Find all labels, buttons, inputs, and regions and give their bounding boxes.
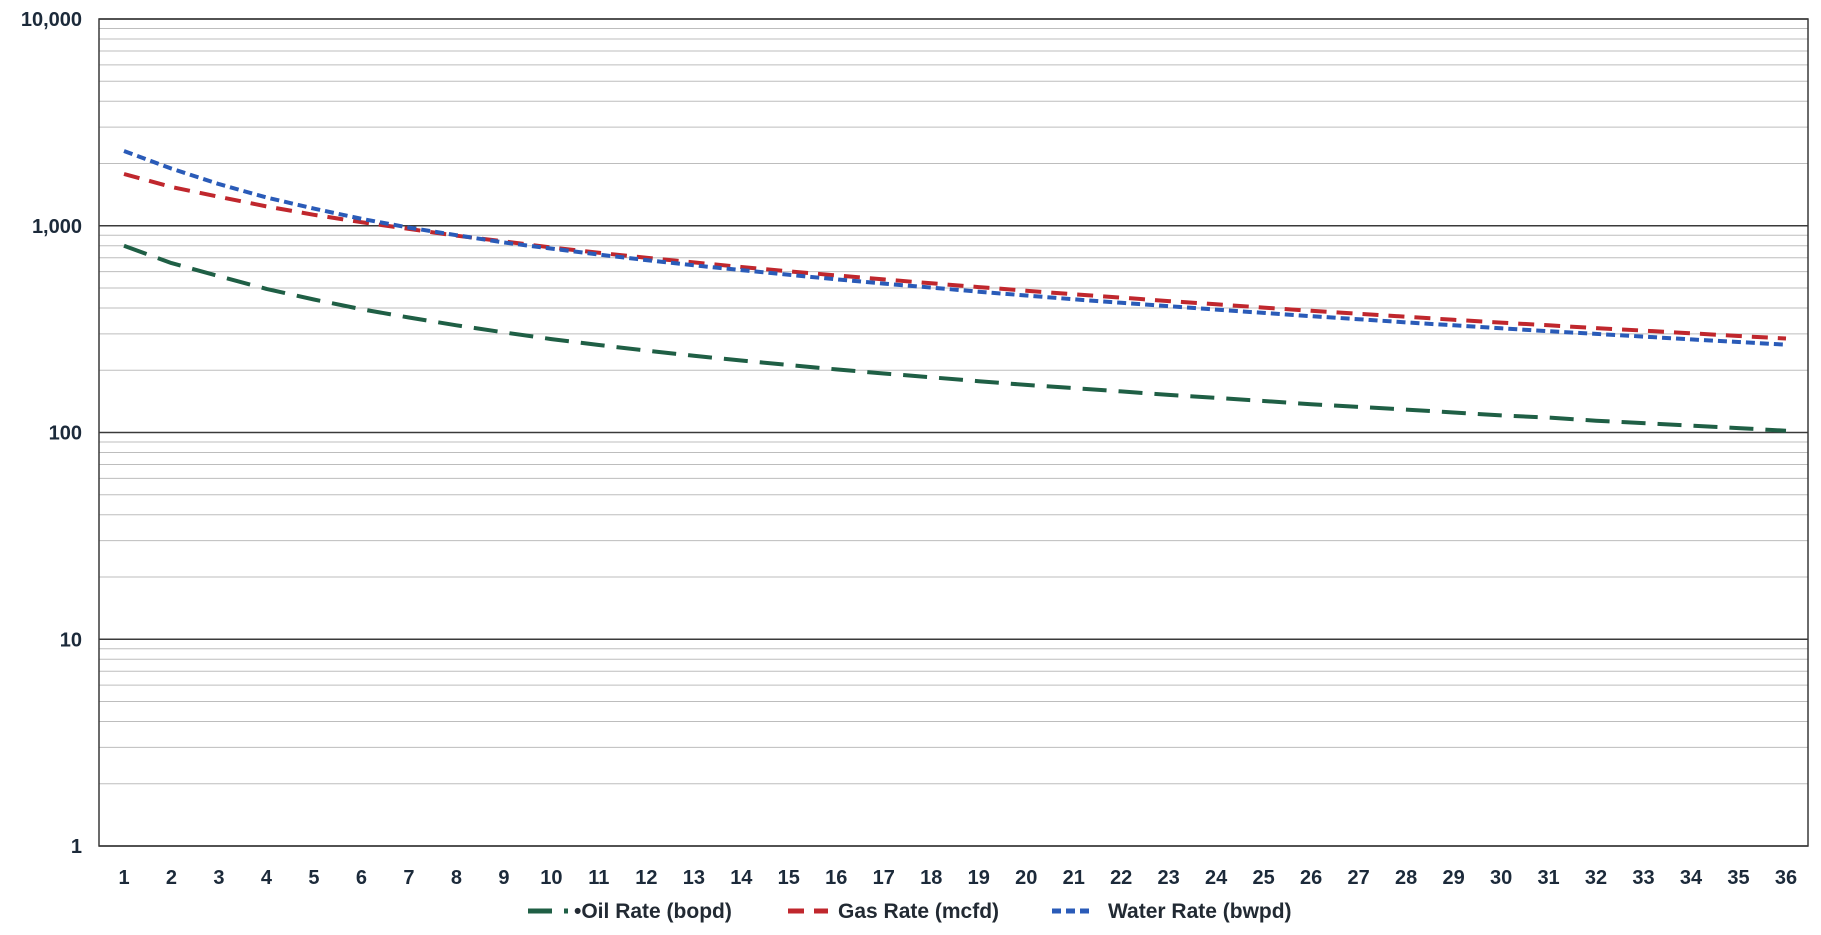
x-tick-label: 23 xyxy=(1158,867,1180,889)
x-tick-label: 13 xyxy=(683,867,705,889)
x-tick-label: 2 xyxy=(166,867,177,889)
x-tick-label: 26 xyxy=(1300,867,1322,889)
x-tick-label: 1 xyxy=(118,867,129,889)
x-tick-label: 10 xyxy=(540,867,562,889)
x-tick-label: 35 xyxy=(1727,867,1749,889)
y-axis-tick-labels: 1 10 100 1,000 10,000 xyxy=(21,9,82,858)
x-tick-label: 28 xyxy=(1395,867,1417,889)
legend-label: Gas Rate (mcfd) xyxy=(838,900,999,923)
x-tick-label: 3 xyxy=(213,867,224,889)
x-tick-label: 18 xyxy=(920,867,942,889)
x-tick-label: 33 xyxy=(1632,867,1654,889)
x-tick-label: 21 xyxy=(1063,867,1085,889)
x-tick-label: 22 xyxy=(1110,867,1132,889)
x-tick-label: 15 xyxy=(778,867,800,889)
y-tick-label: 1,000 xyxy=(32,216,82,238)
x-tick-label: 4 xyxy=(261,867,273,889)
x-axis-tick-labels: 1 2 3 4 5 6 7 8 9 10 11 12 13 14 15 16 17 18 19 20 21 22 23 24 2… xyxy=(118,867,1797,889)
plot-area-frame xyxy=(98,18,1809,847)
x-tick-label: 11 xyxy=(588,867,609,889)
legend-label: Water Rate (bwpd) xyxy=(1108,900,1292,923)
chart-legend: •Oil Rate (bopd) Gas Rate (mcfd) Water Rat… xyxy=(528,900,1292,923)
series-line-water xyxy=(123,149,1787,347)
x-tick-label: 31 xyxy=(1537,867,1559,889)
x-tick-label: 7 xyxy=(403,867,414,889)
x-tick-label: 5 xyxy=(308,867,319,889)
x-tick-label: 27 xyxy=(1348,867,1370,889)
series-lines xyxy=(123,149,1787,433)
x-tick-label: 34 xyxy=(1680,867,1703,889)
x-tick-label: 25 xyxy=(1253,867,1275,889)
x-tick-label: 30 xyxy=(1490,867,1512,889)
series-line-gas xyxy=(123,172,1787,341)
x-tick-label: 29 xyxy=(1442,867,1464,889)
y-tick-label: 100 xyxy=(49,423,82,445)
minor-gridlines xyxy=(99,27,1808,785)
x-tick-label: 24 xyxy=(1205,867,1228,889)
x-tick-label: 36 xyxy=(1775,867,1797,889)
y-tick-label: 10,000 xyxy=(21,9,82,31)
x-tick-label: 32 xyxy=(1585,867,1607,889)
x-tick-label: 14 xyxy=(730,867,753,889)
x-tick-label: 16 xyxy=(825,867,847,889)
series-line-oil xyxy=(123,243,1787,433)
x-tick-label: 12 xyxy=(635,867,657,889)
x-tick-label: 19 xyxy=(968,867,990,889)
legend-label: •Oil Rate (bopd) xyxy=(574,900,732,923)
x-tick-label: 17 xyxy=(873,867,895,889)
y-tick-label: 1 xyxy=(71,836,82,858)
x-tick-label: 8 xyxy=(451,867,462,889)
x-tick-label: 6 xyxy=(356,867,367,889)
x-tick-label: 20 xyxy=(1015,867,1037,889)
x-tick-label: 9 xyxy=(498,867,509,889)
y-tick-label: 10 xyxy=(60,629,82,651)
